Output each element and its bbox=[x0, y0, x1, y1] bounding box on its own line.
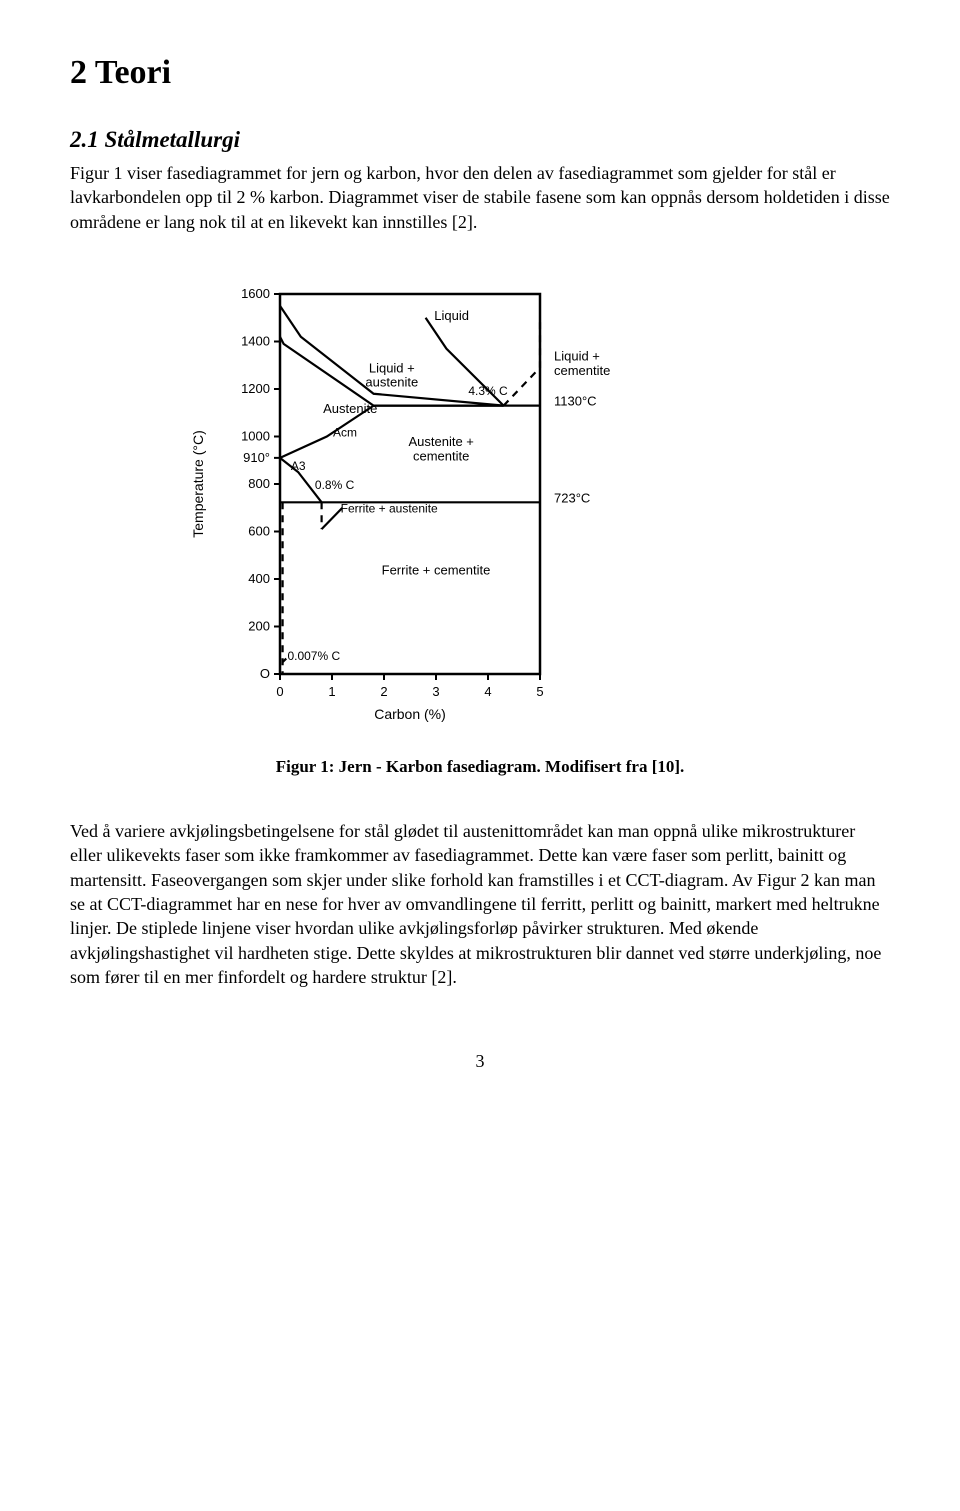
svg-text:800: 800 bbox=[248, 476, 270, 491]
svg-text:Carbon (%): Carbon (%) bbox=[374, 706, 446, 722]
svg-text:1400: 1400 bbox=[241, 333, 270, 348]
figure-1: 200 400 600 800 1000 1200 1400 1600 910° O0 1 2 3 4 5 C… bbox=[70, 264, 890, 779]
svg-text:2: 2 bbox=[380, 684, 387, 699]
svg-text:200: 200 bbox=[248, 618, 270, 633]
svg-text:Austenite: Austenite bbox=[323, 401, 377, 416]
svg-text:5: 5 bbox=[536, 684, 543, 699]
paragraph-2: Ved å variere avkjølingsbetingelsene for… bbox=[70, 819, 890, 989]
section-heading: 2 Teori bbox=[70, 50, 890, 96]
svg-text:4: 4 bbox=[484, 684, 491, 699]
svg-text:1: 1 bbox=[328, 684, 335, 699]
svg-text:0.8% C: 0.8% C bbox=[315, 478, 355, 492]
paragraph-1: Figur 1 viser fasediagrammet for jern og… bbox=[70, 161, 890, 234]
figure-1-caption: Figur 1: Jern - Karbon fasediagram. Modi… bbox=[70, 756, 890, 779]
svg-text:1200: 1200 bbox=[241, 381, 270, 396]
svg-text:Temperature (°C): Temperature (°C) bbox=[190, 430, 206, 538]
svg-text:Liquid +: Liquid + bbox=[369, 360, 415, 375]
svg-text:1000: 1000 bbox=[241, 428, 270, 443]
svg-text:910°: 910° bbox=[243, 450, 270, 465]
svg-text:0: 0 bbox=[276, 684, 283, 699]
svg-text:Ferrite + austenite: Ferrite + austenite bbox=[341, 501, 438, 515]
svg-text:4.3% C: 4.3% C bbox=[468, 384, 508, 398]
page-number: 3 bbox=[70, 1049, 890, 1073]
svg-text:0.007% C: 0.007% C bbox=[287, 649, 340, 663]
svg-text:723°C: 723°C bbox=[554, 490, 590, 505]
svg-text:Acm: Acm bbox=[333, 425, 357, 439]
svg-text:3: 3 bbox=[432, 684, 439, 699]
svg-text:1130°C: 1130°C bbox=[554, 393, 597, 408]
svg-text:400: 400 bbox=[248, 571, 270, 586]
svg-text:Ferrite + cementite: Ferrite + cementite bbox=[382, 562, 491, 577]
svg-text:Liquid +: Liquid + bbox=[554, 348, 600, 363]
svg-text:A3: A3 bbox=[291, 459, 306, 473]
svg-text:austenite: austenite bbox=[365, 374, 418, 389]
svg-text:Austenite +: Austenite + bbox=[408, 434, 473, 449]
svg-text:1600: 1600 bbox=[241, 286, 270, 301]
subsection-heading: 2.1 Stålmetallurgi bbox=[70, 124, 890, 155]
svg-text:600: 600 bbox=[248, 523, 270, 538]
phase-diagram-svg: 200 400 600 800 1000 1200 1400 1600 910° O0 1 2 3 4 5 C… bbox=[185, 264, 775, 734]
svg-text:cementite: cementite bbox=[413, 448, 469, 463]
svg-text:cementite: cementite bbox=[554, 363, 610, 378]
svg-text:Liquid: Liquid bbox=[434, 308, 469, 323]
svg-text:O: O bbox=[260, 666, 270, 681]
